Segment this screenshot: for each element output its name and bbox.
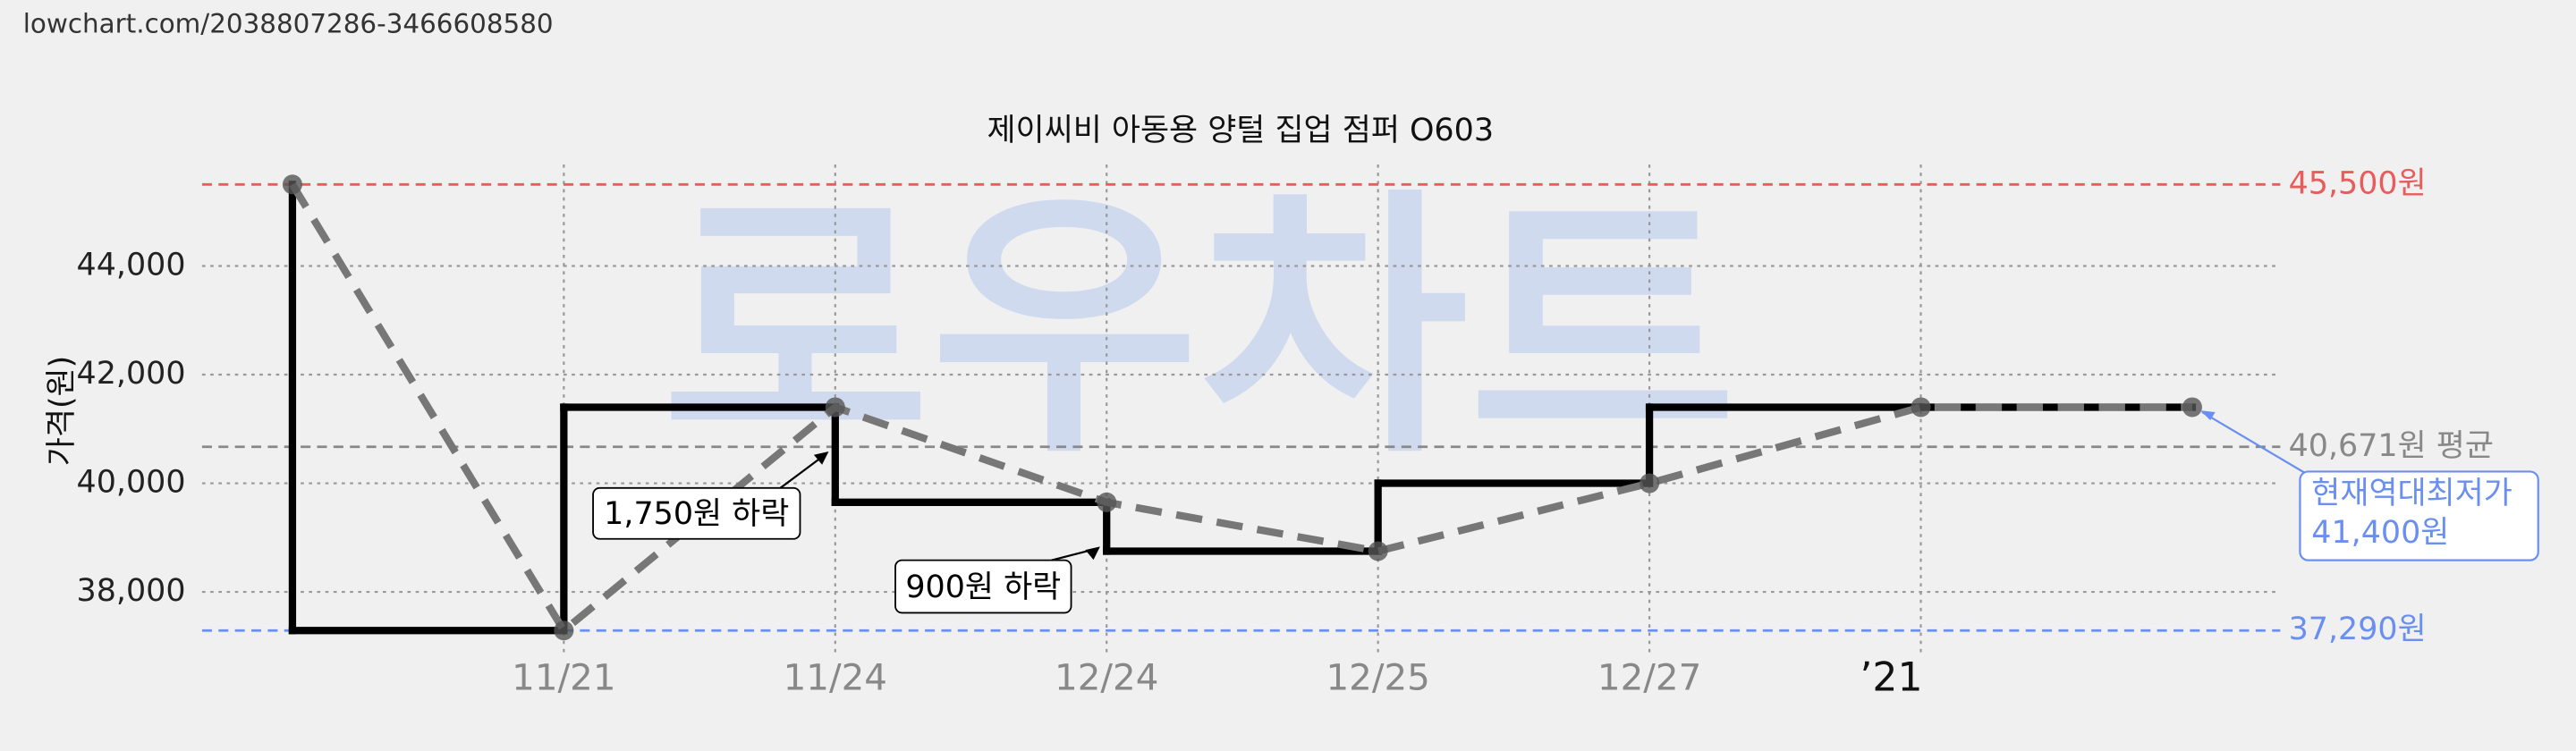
point	[1097, 492, 1117, 512]
x-tick-label: 11/21	[512, 656, 615, 699]
callout-box	[2299, 470, 2539, 561]
point	[1640, 473, 1660, 494]
y-tick-label: 40,000	[77, 465, 186, 501]
arrow-head	[1085, 546, 1100, 561]
y-tick-label: 38,000	[77, 573, 186, 609]
point	[282, 174, 302, 195]
annotation-text: 900원 하락	[905, 570, 1061, 605]
reference-label: 37,290원	[2289, 612, 2427, 647]
watermark: 로우차트	[661, 165, 1737, 491]
chart-title: 제이씨비 아동용 양털 집업 점퍼 O603	[987, 113, 1494, 148]
y-axis-label: 가격(원)	[44, 356, 80, 466]
x-tick-label: 12/27	[1597, 656, 1701, 699]
callout-text: 41,400원	[2311, 515, 2449, 551]
x-tick-label: 12/24	[1055, 656, 1158, 699]
trend-line	[289, 182, 2192, 637]
x-tick-label: 11/24	[784, 656, 887, 699]
x-tick-label: ’21	[1860, 655, 1922, 701]
callout-text: 현재역대최저가	[2311, 476, 2512, 511]
reference-label: 45,500원	[2289, 165, 2427, 201]
reference-label: 40,671원 평균	[2289, 428, 2494, 464]
point	[1368, 541, 1388, 561]
arrow-head	[2200, 410, 2216, 421]
arrow-head	[813, 451, 829, 465]
y-tick-label: 44,000	[77, 247, 186, 283]
point	[554, 620, 574, 641]
x-tick-label: 12/25	[1326, 656, 1429, 699]
point	[1911, 397, 1931, 418]
annotation-box	[592, 486, 801, 540]
callout-arrow	[2201, 411, 2309, 477]
point	[825, 397, 845, 418]
annotation-text: 1,750원 하락	[604, 496, 789, 532]
y-tick-label: 42,000	[77, 356, 186, 392]
annotation-box	[894, 559, 1072, 614]
point	[2182, 397, 2202, 418]
url: lowchart.com/2038807286-3466608580	[23, 8, 554, 38]
